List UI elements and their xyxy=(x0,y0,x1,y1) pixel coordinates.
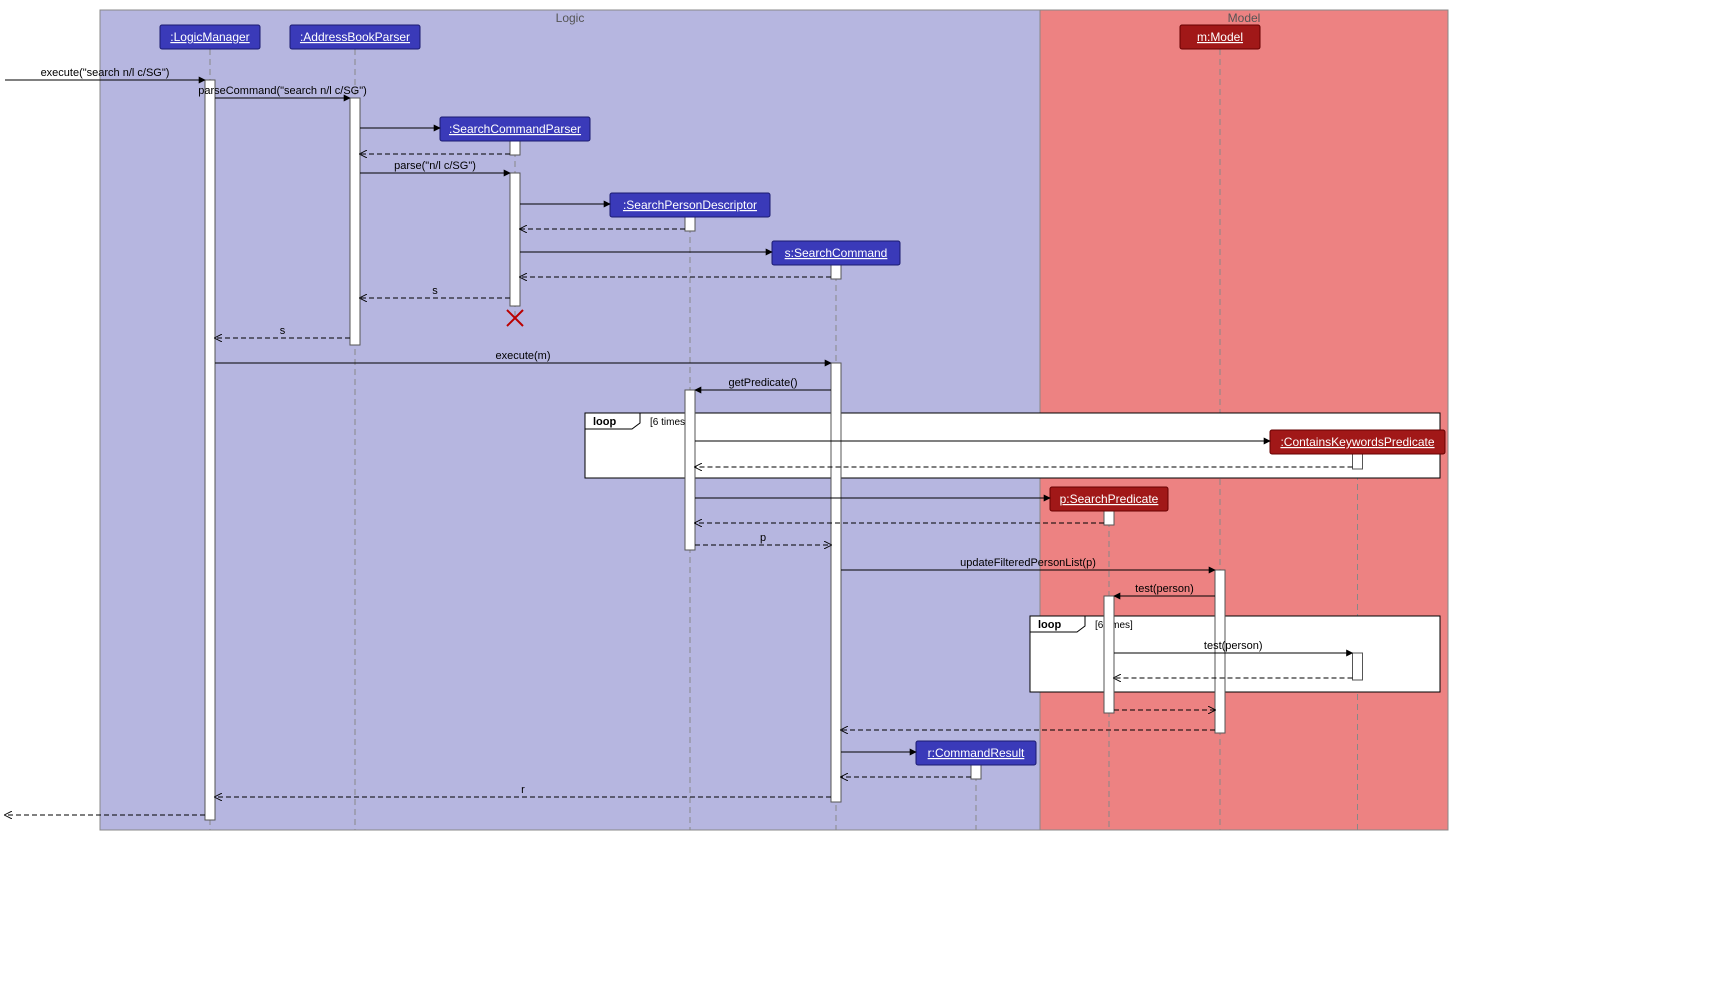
activation-spd xyxy=(685,390,695,550)
loop-label-1: loop xyxy=(1038,619,1061,631)
message-label-0: execute("search n/l c/SG") xyxy=(41,67,170,79)
activation-parser xyxy=(350,98,360,345)
message-label-19: test(person) xyxy=(1135,583,1194,595)
participant-label-ckp: :ContainsKeywordsPredicate xyxy=(1280,435,1434,449)
activation-sp xyxy=(1104,596,1114,713)
activation-sp xyxy=(1104,510,1114,525)
activation-sc xyxy=(831,363,841,802)
message-label-20: test(person) xyxy=(1204,640,1263,652)
activation-cr xyxy=(971,764,981,779)
loop-label-0: loop xyxy=(593,416,616,428)
activation-sc xyxy=(831,264,841,279)
region-title-logic: Logic xyxy=(556,11,585,25)
participant-label-parser: :AddressBookParser xyxy=(300,30,410,44)
activation-spd xyxy=(685,216,695,231)
message-label-10: s xyxy=(280,325,286,337)
activation-scp xyxy=(510,173,520,306)
activation-ckp xyxy=(1353,453,1363,469)
message-label-17: p xyxy=(760,532,766,544)
message-label-11: execute(m) xyxy=(495,350,550,362)
activation-ckp xyxy=(1353,653,1363,680)
loop-guard-0: [6 times] xyxy=(650,417,688,428)
message-label-18: updateFilteredPersonList(p) xyxy=(960,557,1096,569)
message-label-9: s xyxy=(432,285,438,297)
participant-label-model: m:Model xyxy=(1197,30,1243,44)
message-label-4: parse("n/l c/SG") xyxy=(394,160,476,172)
sequence-diagram: LogicModelloop[6 times]loop[6 times]:Log… xyxy=(0,0,1711,985)
participant-label-spd: :SearchPersonDescriptor xyxy=(623,198,757,212)
participant-label-cr: r:CommandResult xyxy=(928,746,1025,760)
message-label-26: r xyxy=(521,784,525,796)
activation-logicManager xyxy=(205,80,215,820)
region-title-model: Model xyxy=(1228,11,1261,25)
participant-label-sc: s:SearchCommand xyxy=(785,246,888,260)
loop-frame-1 xyxy=(1030,616,1440,692)
participant-label-scp: :SearchCommandParser xyxy=(449,122,581,136)
message-label-1: parseCommand("search n/l c/SG") xyxy=(198,85,367,97)
activation-scp xyxy=(510,140,520,155)
participant-label-sp: p:SearchPredicate xyxy=(1060,492,1159,506)
participant-label-logicManager: :LogicManager xyxy=(170,30,249,44)
message-label-12: getPredicate() xyxy=(728,377,797,389)
